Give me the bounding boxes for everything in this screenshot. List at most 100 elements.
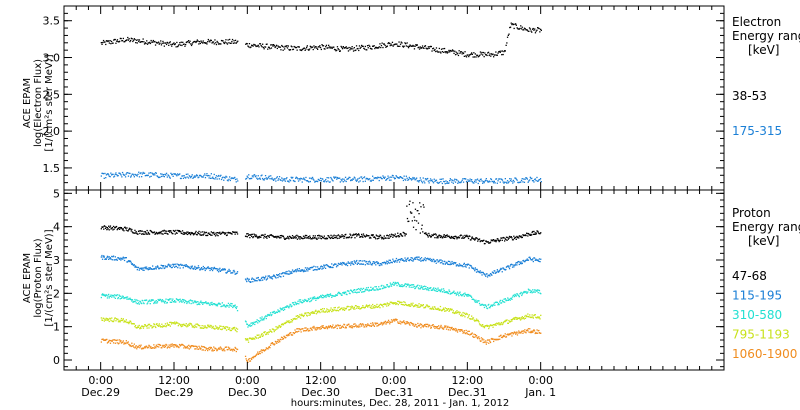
data-point bbox=[186, 265, 189, 267]
data-point bbox=[145, 268, 147, 270]
data-point bbox=[173, 263, 175, 266]
data-point bbox=[185, 323, 187, 325]
data-point bbox=[526, 330, 528, 332]
data-point bbox=[504, 178, 506, 180]
data-point bbox=[105, 258, 107, 260]
data-point bbox=[405, 259, 407, 261]
data-point bbox=[136, 42, 138, 44]
data-point bbox=[518, 28, 520, 30]
data-point bbox=[479, 180, 481, 182]
data-point bbox=[262, 177, 264, 180]
data-point bbox=[398, 322, 401, 324]
data-point bbox=[319, 237, 321, 239]
data-point bbox=[429, 235, 431, 237]
data-point bbox=[285, 273, 288, 275]
data-point bbox=[513, 295, 516, 298]
data-point bbox=[244, 320, 247, 322]
data-point bbox=[284, 322, 286, 325]
data-point bbox=[172, 265, 175, 267]
data-point bbox=[379, 263, 382, 265]
data-point bbox=[143, 325, 145, 328]
data-point bbox=[254, 234, 256, 236]
data-point bbox=[189, 299, 192, 301]
data-point bbox=[453, 329, 456, 331]
data-point bbox=[131, 173, 133, 175]
data-point bbox=[287, 321, 289, 323]
data-point bbox=[307, 180, 309, 182]
data-point bbox=[133, 264, 135, 267]
data-point bbox=[152, 325, 154, 328]
data-point bbox=[176, 322, 178, 324]
data-point bbox=[358, 324, 360, 326]
data-point bbox=[342, 326, 344, 328]
data-point bbox=[290, 176, 292, 178]
data-point bbox=[304, 267, 307, 269]
data-point bbox=[328, 311, 330, 313]
data-point bbox=[532, 179, 534, 182]
data-point bbox=[524, 317, 527, 319]
data-point bbox=[540, 232, 542, 234]
data-point bbox=[181, 323, 183, 326]
data-point bbox=[367, 47, 369, 49]
data-point bbox=[232, 327, 234, 329]
data-point bbox=[336, 176, 339, 179]
data-point bbox=[308, 181, 310, 183]
data-point bbox=[253, 44, 256, 46]
data-point bbox=[355, 260, 357, 263]
data-point bbox=[521, 262, 523, 264]
data-point bbox=[110, 294, 112, 296]
data-point bbox=[267, 177, 269, 179]
data-point bbox=[120, 37, 122, 40]
data-point bbox=[485, 305, 487, 308]
data-point bbox=[468, 330, 470, 332]
data-point bbox=[344, 176, 347, 178]
data-point bbox=[193, 176, 195, 178]
data-point bbox=[343, 291, 345, 293]
data-point bbox=[167, 298, 169, 301]
data-point bbox=[385, 237, 387, 239]
data-point bbox=[303, 330, 305, 332]
data-point bbox=[163, 45, 165, 47]
data-point bbox=[117, 321, 120, 323]
data-point bbox=[321, 325, 323, 327]
data-point bbox=[171, 174, 173, 176]
data-point bbox=[527, 328, 530, 330]
data-point bbox=[216, 234, 218, 236]
data-point bbox=[381, 42, 383, 44]
data-point bbox=[233, 326, 236, 329]
data-point bbox=[226, 42, 228, 44]
data-point bbox=[438, 51, 440, 53]
data-point bbox=[506, 239, 508, 241]
data-point bbox=[391, 44, 393, 46]
data-point bbox=[450, 235, 453, 238]
data-point bbox=[523, 178, 525, 180]
data-point bbox=[418, 46, 420, 48]
data-point bbox=[452, 263, 454, 265]
data-point bbox=[232, 328, 234, 330]
data-point bbox=[113, 38, 116, 41]
data-point bbox=[212, 325, 214, 328]
data-point bbox=[263, 332, 266, 334]
data-point bbox=[314, 46, 317, 48]
data-point bbox=[203, 233, 205, 235]
data-point bbox=[249, 325, 252, 327]
data-point bbox=[398, 258, 400, 261]
data-point bbox=[130, 176, 132, 178]
data-point bbox=[525, 234, 527, 237]
data-point bbox=[157, 232, 159, 235]
data-point bbox=[505, 236, 508, 238]
data-point bbox=[178, 264, 181, 266]
data-point bbox=[111, 255, 113, 258]
data-point bbox=[366, 45, 369, 47]
data-point bbox=[235, 306, 237, 308]
data-point bbox=[192, 234, 195, 236]
data-point bbox=[339, 236, 341, 239]
data-point bbox=[430, 259, 432, 262]
data-point bbox=[117, 296, 120, 299]
data-point bbox=[187, 41, 189, 43]
data-point bbox=[276, 342, 278, 344]
data-point bbox=[248, 46, 250, 48]
data-point bbox=[363, 234, 365, 237]
data-point bbox=[395, 257, 398, 260]
data-point bbox=[152, 299, 154, 301]
